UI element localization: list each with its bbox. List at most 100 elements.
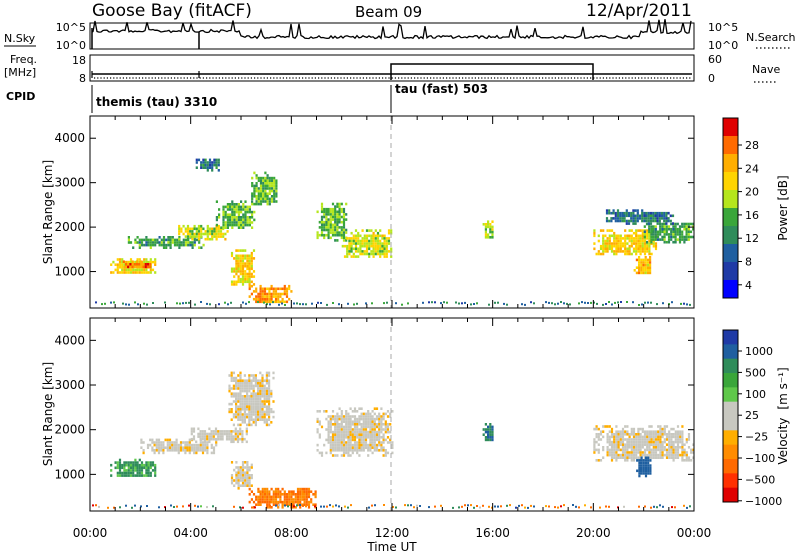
vel-cells-cell (687, 433, 691, 436)
power-cells-cell (663, 230, 666, 234)
vel-cells-cell (672, 443, 675, 446)
power-cells-cell (692, 235, 695, 239)
vel-cells-cell (345, 443, 348, 447)
vel-cells-cell (340, 428, 343, 431)
vel-cells-cell (175, 438, 178, 442)
power-cells-cell (195, 230, 198, 233)
power-cells-cell (365, 250, 369, 253)
vel-cells-cell (246, 423, 249, 427)
vel-cells-cell (210, 430, 213, 433)
vel-cells-cell (373, 436, 376, 439)
vel-cells-cell (360, 412, 363, 416)
power-cells-cell (250, 257, 253, 260)
vel-cells-cell (608, 435, 611, 439)
vel-cells-cell (626, 448, 629, 452)
vel-cells-cell (356, 433, 359, 436)
vel-cells-cell (248, 400, 251, 403)
freq-panel: Freq. [MHz] 18 8 60 0 Nave (4, 53, 780, 85)
vel-cells-cell (243, 418, 246, 421)
power-cells-cell (361, 252, 364, 256)
vel-cells-cell (621, 440, 625, 444)
vel-cells-cell (635, 456, 638, 459)
vel-cells-cell (235, 415, 238, 419)
vel-cells-cell (489, 423, 492, 426)
vel-cells-cell (672, 433, 675, 436)
power-cells-cell (665, 240, 668, 244)
power-cells-cell (336, 231, 339, 234)
vel-cells-cell (265, 382, 268, 385)
vel-cells-cell (142, 441, 145, 444)
power-cells-cell (692, 225, 695, 228)
power-cells-cell (242, 203, 245, 206)
power-cells-cell (270, 197, 274, 201)
power-cells-cell (193, 241, 196, 244)
power-cells-cell (235, 223, 238, 227)
vel-cells-cell (639, 446, 642, 449)
power-cells-cell (327, 236, 330, 240)
power-cells-cell (641, 217, 644, 220)
power-cells-cell (323, 220, 326, 224)
vel-cells-cell (632, 435, 636, 439)
power-cells-cell (331, 233, 335, 237)
power-cells-cell (154, 263, 157, 266)
power-cells-cell (372, 231, 375, 235)
vel-cells-cell (235, 397, 238, 401)
vel-cells-noise (473, 506, 475, 509)
vel-cells-cell (329, 436, 332, 439)
power-cells-cell (277, 295, 280, 298)
power-cells-cell (142, 265, 145, 269)
vel-cells-cell (353, 449, 357, 452)
vel-cells-cell (199, 435, 202, 438)
vel-cells-noise (176, 505, 178, 508)
power-cells-cell (338, 210, 341, 214)
power-cells-cell (138, 258, 141, 261)
vel-cells-cell (334, 454, 337, 457)
power-cells-cell (489, 223, 492, 226)
vel-cells-cell (380, 436, 383, 439)
vel-cells-cell (632, 438, 636, 441)
vel-cells-cell (356, 420, 359, 423)
vel-cells-cell (281, 506, 284, 509)
vel-cells-cell (378, 425, 381, 429)
power-cells-cell (230, 270, 234, 273)
vel-cells-cell (225, 435, 229, 438)
power-cells-noise (506, 303, 508, 306)
power-cells-noise (371, 302, 373, 305)
power-cells-cell (239, 259, 242, 263)
power-cells-cell (658, 217, 661, 220)
vel-cells-cell (610, 427, 614, 431)
power-cells-cell (637, 244, 640, 248)
vel-cells-cell (635, 448, 638, 452)
vel-cells-cell (615, 438, 618, 441)
vel-cells-cell (294, 493, 297, 496)
vel-cells-cell (237, 387, 240, 390)
vel-cells-cell (164, 438, 167, 442)
power-cells-cell (648, 252, 651, 256)
power-cells-cell (264, 189, 267, 193)
power-cells-cell (202, 232, 205, 236)
vel-cells-cell (358, 430, 361, 434)
power-cells-cell (643, 237, 647, 240)
power-cells-noise (614, 301, 616, 304)
vel-cells-cell (628, 433, 631, 436)
vel-cells-cell (670, 448, 673, 452)
power-cells-cell (685, 230, 688, 234)
vel-cells-noise (416, 504, 418, 507)
vel-cells-cell (261, 500, 264, 504)
vel-cells-cell (154, 469, 157, 472)
power-cells-cell (251, 216, 254, 219)
vel-cells-cell (340, 423, 343, 426)
vel-cells-cell (257, 389, 260, 393)
power-cells-cell (368, 255, 371, 258)
vel-cells-cell (367, 449, 370, 452)
power-cells-cell (644, 271, 647, 275)
vel-cells-cell (681, 425, 684, 428)
power-cells-cell (268, 287, 271, 291)
vel-cells-cell (261, 395, 264, 398)
power-cells-cell (354, 239, 358, 243)
power-cells-cell (169, 236, 172, 239)
power-cells-cell (338, 202, 341, 206)
vel-y-tick-label: 1000 (54, 467, 85, 481)
vel-cells-cell (661, 453, 664, 457)
power-cells-noise (104, 302, 106, 305)
